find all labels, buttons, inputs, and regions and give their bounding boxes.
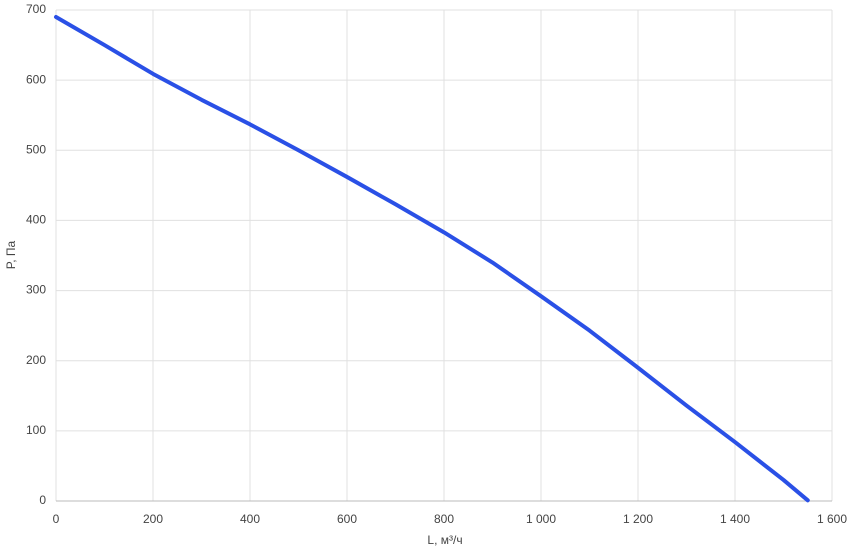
x-tick-label: 0 xyxy=(53,512,60,526)
x-tick-label: 1 200 xyxy=(623,512,653,526)
x-tick-label: 1 400 xyxy=(720,512,750,526)
y-tick-label: 700 xyxy=(26,2,46,16)
y-axis-label: P, Па xyxy=(4,240,18,269)
y-tick-label: 200 xyxy=(26,353,46,367)
y-tick-label: 300 xyxy=(26,283,46,297)
y-tick-label: 0 xyxy=(39,493,46,507)
x-tick-label: 600 xyxy=(337,512,357,526)
y-tick-label: 400 xyxy=(26,213,46,227)
x-tick-label: 1 000 xyxy=(526,512,556,526)
x-tick-label: 200 xyxy=(143,512,163,526)
y-tick-label: 600 xyxy=(26,72,46,86)
x-tick-label: 1 600 xyxy=(817,512,847,526)
y-tick-label: 500 xyxy=(26,142,46,156)
x-axis-label: L, м³/ч xyxy=(427,533,462,547)
y-tick-label: 100 xyxy=(26,423,46,437)
x-tick-label: 400 xyxy=(240,512,260,526)
line-series xyxy=(54,15,810,503)
x-tick-label: 800 xyxy=(434,512,454,526)
